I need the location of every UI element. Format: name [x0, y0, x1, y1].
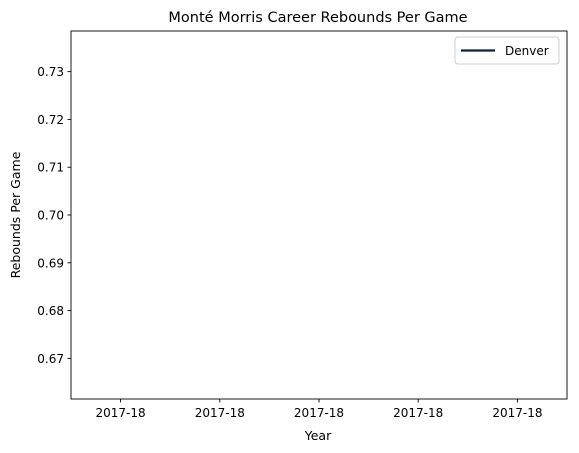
plot-area	[70, 30, 568, 400]
legend-label: Denver	[505, 44, 549, 58]
y-axis-ticks: 0.67 0.68 0.69 0.70 0.71 0.72 0.73	[37, 65, 71, 366]
x-tick-label: 2017-18	[195, 406, 245, 420]
y-tick-label: 0.69	[37, 256, 64, 270]
x-axis-ticks: 2017-18 2017-18 2017-18 2017-18 2017-18	[96, 399, 542, 420]
x-axis-label: Year	[304, 428, 332, 443]
x-tick-label: 2017-18	[96, 406, 146, 420]
y-tick-label: 0.67	[37, 352, 64, 366]
legend-box	[454, 36, 560, 65]
x-tick-label: 2017-18	[294, 406, 344, 420]
y-tick-label: 0.71	[37, 161, 64, 175]
y-axis-label: Rebounds Per Game	[8, 151, 23, 278]
y-tick-label: 0.68	[37, 304, 64, 318]
y-tick-label: 0.73	[37, 65, 64, 79]
chart-title: Monté Morris Career Rebounds Per Game	[168, 10, 467, 26]
x-tick-label: 2017-18	[492, 406, 542, 420]
y-tick-label: 0.72	[37, 113, 64, 127]
y-tick-label: 0.70	[37, 209, 64, 223]
legend: Denver	[454, 36, 560, 65]
x-tick-label: 2017-18	[393, 406, 443, 420]
